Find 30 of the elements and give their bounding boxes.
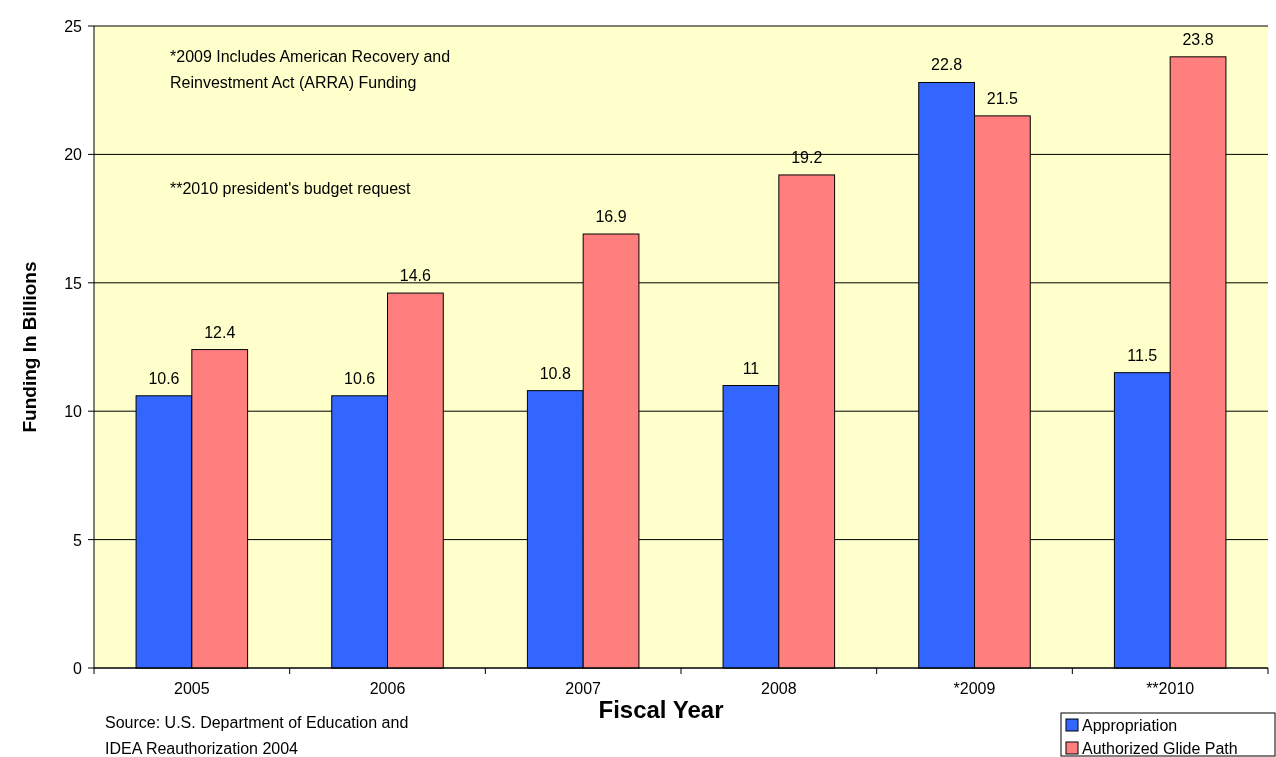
- y-tick-label: 15: [64, 274, 83, 292]
- x-tick-label: 2008: [761, 680, 797, 697]
- x-tick-label: 2007: [565, 680, 602, 697]
- legend-label: Appropriation: [1082, 717, 1178, 734]
- x-tick-label: *2009: [953, 680, 996, 697]
- x-tick-label: 2005: [174, 680, 210, 697]
- annotation: **2010 president's budget request: [170, 180, 412, 197]
- data-label: 11: [742, 359, 760, 377]
- data-label: 14.6: [399, 267, 432, 285]
- data-label: 11.5: [1127, 346, 1158, 364]
- x-tick-label: **2010: [1146, 680, 1195, 697]
- y-tick-label: 0: [73, 660, 83, 677]
- data-label: 10.6: [344, 369, 376, 387]
- data-label: 16.9: [595, 208, 627, 226]
- annotation: *2009 Includes American Recovery and Reinvestment Act (ARRA) Funding: [170, 48, 451, 91]
- data-label: 10.8: [539, 364, 571, 382]
- y-tick-label: 10: [64, 403, 83, 421]
- y-tick-label: 25: [64, 18, 83, 35]
- data-label: 21.5: [986, 89, 1019, 107]
- source-note: Source: U.S. Department of Education and IDEA Reauthorization 2004: [105, 714, 409, 757]
- y-tick-label: 20: [64, 146, 83, 164]
- data-label: 10.6: [148, 369, 180, 387]
- y-axis-title: Funding In Billions: [19, 261, 40, 433]
- data-label: 23.8: [1182, 30, 1214, 48]
- y-tick-label: 5: [73, 531, 83, 549]
- legend-label: Authorized Glide Path: [1082, 740, 1238, 757]
- x-axis-title: Fiscal Year: [598, 696, 724, 723]
- data-label: 22.8: [931, 56, 963, 74]
- data-label: 12.4: [204, 323, 236, 341]
- x-tick-label: 2006: [369, 680, 406, 697]
